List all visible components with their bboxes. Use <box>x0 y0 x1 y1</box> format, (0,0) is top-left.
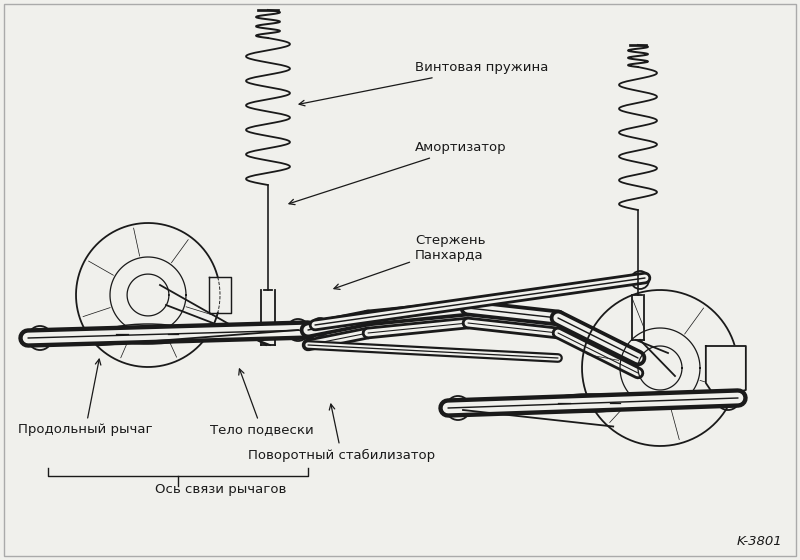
Text: Амортизатор: Амортизатор <box>289 142 506 204</box>
Circle shape <box>723 393 733 403</box>
Circle shape <box>453 403 463 413</box>
Text: Стержень
Панхарда: Стержень Панхарда <box>334 234 486 290</box>
Text: Продольный рычаг: Продольный рычаг <box>18 359 153 436</box>
Circle shape <box>293 325 303 335</box>
Circle shape <box>636 276 644 284</box>
Circle shape <box>35 333 45 343</box>
Polygon shape <box>706 346 746 398</box>
Text: Ось связи рычагов: Ось связи рычагов <box>155 483 286 497</box>
Text: K-3801: K-3801 <box>736 535 782 548</box>
Text: Тело подвески: Тело подвески <box>210 369 314 436</box>
Text: Винтовая пружина: Винтовая пружина <box>299 62 548 106</box>
Circle shape <box>316 323 324 331</box>
Text: Поворотный стабилизатор: Поворотный стабилизатор <box>248 404 435 461</box>
